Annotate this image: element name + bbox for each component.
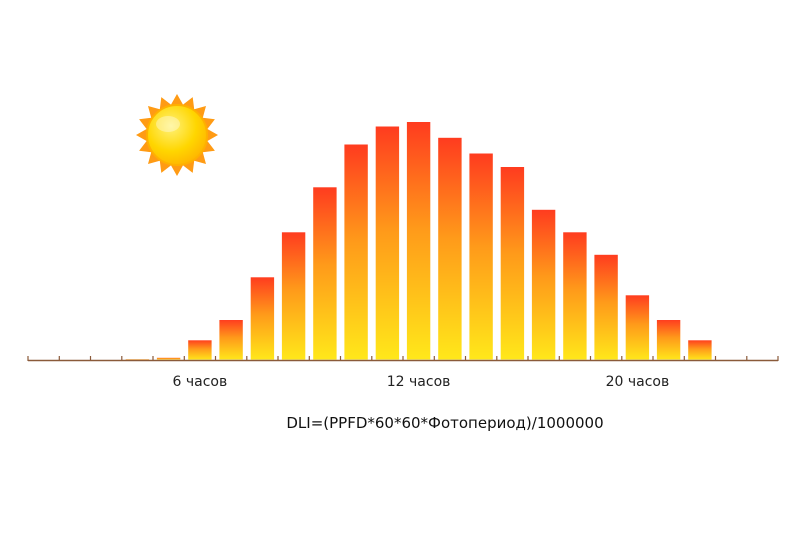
bar-hour-14 [437, 136, 463, 361]
x-tick-label: 12 часов [387, 374, 451, 390]
bar-hour-19 [593, 253, 619, 361]
bar-series [124, 121, 744, 361]
bar-hour-13 [405, 121, 432, 361]
x-tick-label: 6 часов [173, 374, 228, 390]
bar-hour-5 [155, 356, 182, 361]
x-tick-labels: 6 часов 12 часов 20 часов [173, 374, 670, 390]
bar-hour-8 [249, 276, 276, 361]
bar-hour-9 [280, 231, 307, 361]
sun-icon [136, 94, 218, 176]
bar-hour-7 [218, 319, 244, 361]
bar-hour-12 [374, 125, 401, 361]
bar-hour-16 [499, 166, 526, 361]
bar-hour-18 [562, 231, 588, 361]
x-tick-label: 20 часов [606, 374, 670, 390]
bar-hour-22 [687, 339, 713, 361]
bar-hour-17 [530, 208, 557, 361]
bar-hour-6 [187, 339, 213, 361]
bar-hour-15 [468, 152, 494, 361]
dli-formula: DLI=(PPFD*60*60*Фотопериод)/1000000 [286, 414, 603, 432]
bar-hour-20 [624, 294, 651, 361]
bar-hour-10 [312, 186, 338, 361]
bar-hour-21 [655, 319, 682, 361]
bar-hour-11 [343, 143, 369, 361]
x-axis [27, 356, 779, 362]
